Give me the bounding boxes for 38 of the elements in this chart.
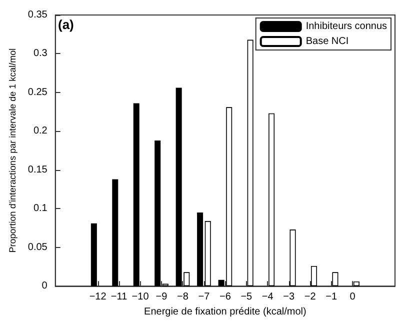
bar [154,140,161,286]
bar [112,179,118,286]
bar [268,113,275,286]
bar [247,40,254,286]
x-tick-label: −4 [262,292,274,303]
legend-label: Inhibiteurs connus [306,21,388,32]
x-tick-label: −10 [132,292,150,303]
y-tick-label: 0.2 [33,126,48,137]
x-tick-label: −11 [110,292,128,303]
y-tick-label: 0.1 [33,203,48,214]
annotation: (a) [58,17,74,32]
bar [90,223,97,286]
x-tick-label: −9 [156,292,168,303]
y-tick-label: 0.25 [28,86,48,98]
y-tick-label: 0 [42,280,48,292]
legend-label: Base NCI [306,36,349,47]
x-tick-label: −1 [326,292,338,303]
x-tick-label: −6 [219,292,232,303]
x-tick-label: −12 [89,292,107,303]
y-tick-label: 0.3 [33,48,48,60]
y-axis-title: Proportion d'interactions par intervale de 1 kcal/mol [8,48,18,253]
bar [353,281,360,286]
bar [290,230,296,286]
bar [133,103,140,286]
x-tick-label: −7 [198,292,210,303]
y-tick-label: 0.35 [28,10,48,20]
x-tick-label: −2 [304,292,316,303]
bar [332,272,338,286]
x-tick-label: −3 [283,292,295,303]
x-axis-title: Energie de fixation prédite (kcal/mol) [144,306,306,318]
x-tick-label: −5 [240,292,253,303]
y-tick-label: 0.15 [28,164,48,176]
bar [204,221,211,286]
y-tick-label: 0.05 [28,242,48,253]
x-tick-label: 0 [350,292,356,303]
bar [310,266,317,286]
x-tick-label: −8 [177,292,189,303]
bar [197,212,204,286]
